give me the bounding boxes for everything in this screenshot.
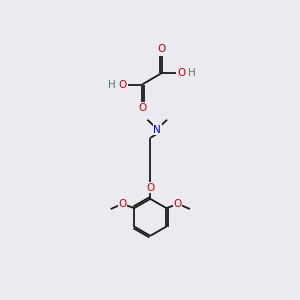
Text: O: O — [158, 44, 166, 54]
Text: H: H — [108, 80, 116, 89]
Text: O: O — [138, 103, 146, 113]
Text: O: O — [118, 199, 127, 209]
Text: H: H — [188, 68, 196, 78]
Text: O: O — [146, 183, 154, 193]
Text: N: N — [153, 124, 161, 135]
Text: O: O — [177, 68, 186, 78]
Text: O: O — [118, 80, 127, 89]
Text: O: O — [174, 199, 182, 209]
